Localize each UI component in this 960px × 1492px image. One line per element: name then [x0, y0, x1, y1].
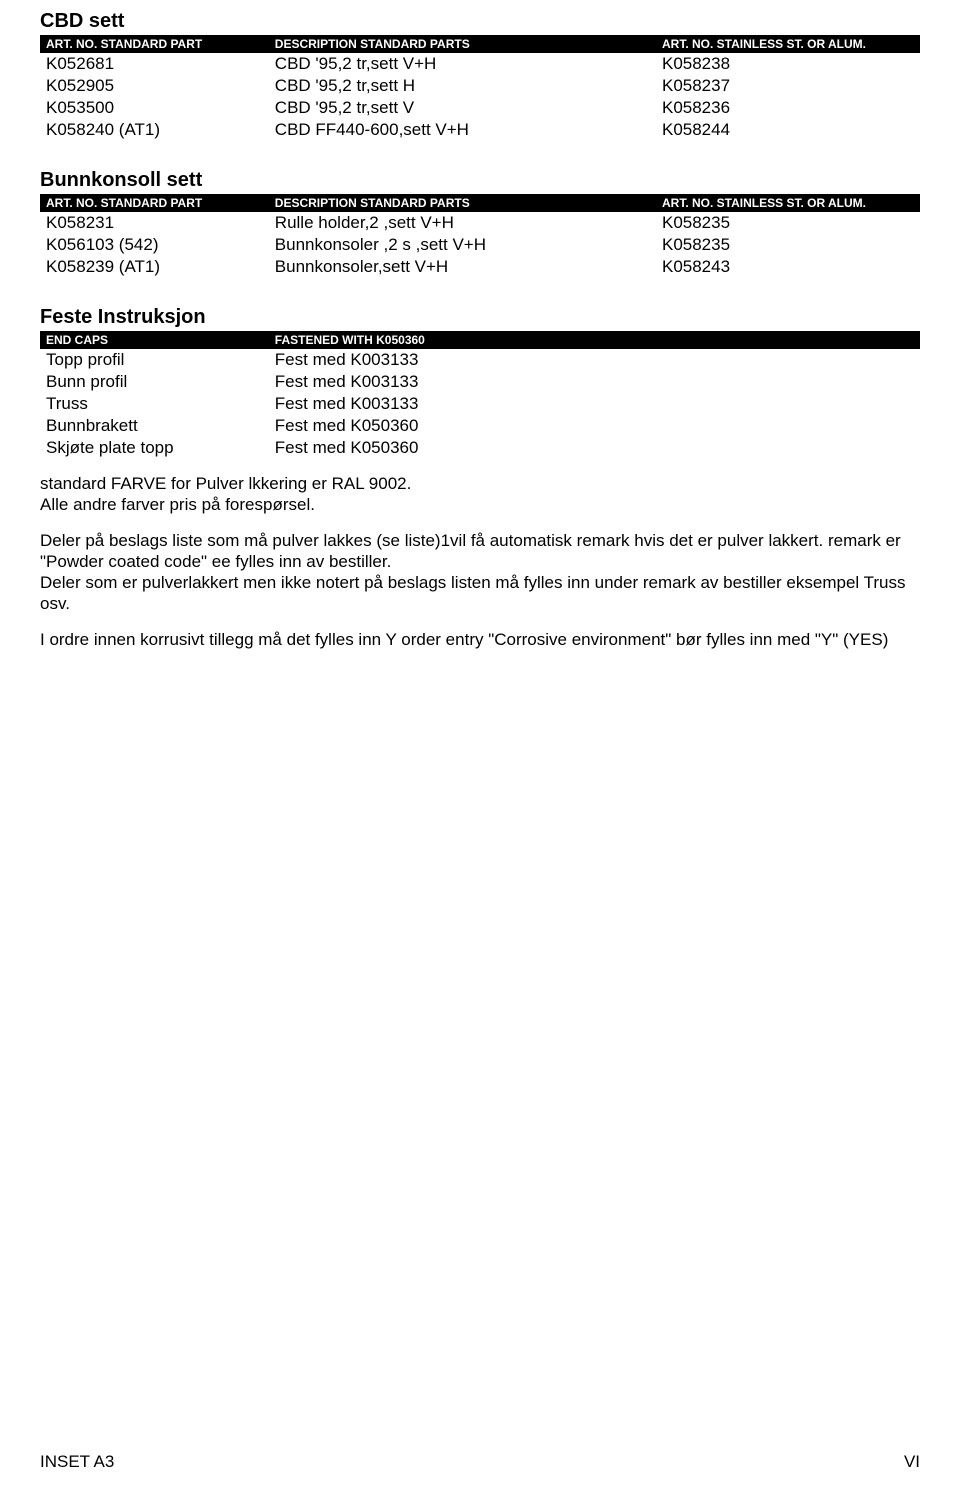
- cell: Bunnkonsoler ,2 s ,sett V+H: [269, 234, 656, 256]
- table-row: Bunnbrakett Fest med K050360: [40, 415, 920, 437]
- paragraph: standard FARVE for Pulver lkkering er RA…: [40, 473, 920, 494]
- cell: K058231: [40, 212, 269, 234]
- section-title-bunn: Bunnkonsoll sett: [40, 169, 920, 192]
- table-row: K056103 (542) Bunnkonsoler ,2 s ,sett V+…: [40, 234, 920, 256]
- table-row: Skjøte plate topp Fest med K050360: [40, 437, 920, 459]
- bunn-table: ART. NO. STANDARD PART DESCRIPTION STAND…: [40, 194, 920, 278]
- table-row: Topp profil Fest med K003133: [40, 349, 920, 371]
- paragraph: Deler på beslags liste som må pulver lak…: [40, 530, 920, 573]
- col-header: DESCRIPTION STANDARD PARTS: [269, 35, 656, 53]
- cell: Rulle holder,2 ,sett V+H: [269, 212, 656, 234]
- cell: Fest med K003133: [269, 349, 920, 371]
- cell: Skjøte plate topp: [40, 437, 269, 459]
- cell: K058236: [656, 97, 920, 119]
- page-footer: INSET A3 VI: [40, 1452, 920, 1472]
- col-header: ART. NO. STANDARD PART: [40, 35, 269, 53]
- cell: K053500: [40, 97, 269, 119]
- table-row: Truss Fest med K003133: [40, 393, 920, 415]
- feste-table: END CAPS FASTENED WITH K050360 Topp prof…: [40, 331, 920, 459]
- section-title-cbd: CBD sett: [40, 10, 920, 33]
- cbd-table: ART. NO. STANDARD PART DESCRIPTION STAND…: [40, 35, 920, 141]
- footer-left: INSET A3: [40, 1452, 114, 1472]
- table-header-row: END CAPS FASTENED WITH K050360: [40, 331, 920, 349]
- cell: Fest med K003133: [269, 371, 920, 393]
- cell: Topp profil: [40, 349, 269, 371]
- section-title-feste: Feste Instruksjon: [40, 306, 920, 329]
- cell: K058244: [656, 119, 920, 141]
- col-header: ART. NO. STANDARD PART: [40, 194, 269, 212]
- cell: K056103 (542): [40, 234, 269, 256]
- cell: Truss: [40, 393, 269, 415]
- table-row: K058231 Rulle holder,2 ,sett V+H K058235: [40, 212, 920, 234]
- table-row: K052905 CBD '95,2 tr,sett H K058237: [40, 75, 920, 97]
- cell: K058235: [656, 234, 920, 256]
- table-header-row: ART. NO. STANDARD PART DESCRIPTION STAND…: [40, 35, 920, 53]
- paragraph: Deler som er pulverlakkert men ikke note…: [40, 572, 920, 615]
- cell: Bunn profil: [40, 371, 269, 393]
- col-header: ART. NO. STAINLESS ST. OR ALUM.: [656, 194, 920, 212]
- table-row: K052681 CBD '95,2 tr,sett V+H K058238: [40, 53, 920, 75]
- cell: CBD FF440-600,sett V+H: [269, 119, 656, 141]
- table-row: Bunn profil Fest med K003133: [40, 371, 920, 393]
- cell: K058240 (AT1): [40, 119, 269, 141]
- cell: Bunnkonsoler,sett V+H: [269, 256, 656, 278]
- col-header: FASTENED WITH K050360: [269, 331, 920, 349]
- table-row: K058240 (AT1) CBD FF440-600,sett V+H K05…: [40, 119, 920, 141]
- cell: K058243: [656, 256, 920, 278]
- col-header: ART. NO. STAINLESS ST. OR ALUM.: [656, 35, 920, 53]
- table-header-row: ART. NO. STANDARD PART DESCRIPTION STAND…: [40, 194, 920, 212]
- cell: K052905: [40, 75, 269, 97]
- cell: Fest med K050360: [269, 437, 920, 459]
- cell: CBD '95,2 tr,sett H: [269, 75, 656, 97]
- cell: Bunnbrakett: [40, 415, 269, 437]
- cell: K058238: [656, 53, 920, 75]
- cell: K058239 (AT1): [40, 256, 269, 278]
- cell: K058237: [656, 75, 920, 97]
- cell: CBD '95,2 tr,sett V+H: [269, 53, 656, 75]
- cell: CBD '95,2 tr,sett V: [269, 97, 656, 119]
- table-row: K053500 CBD '95,2 tr,sett V K058236: [40, 97, 920, 119]
- cell: Fest med K050360: [269, 415, 920, 437]
- paragraph: I ordre innen korrusivt tillegg må det f…: [40, 629, 920, 650]
- paragraph: Alle andre farver pris på forespørsel.: [40, 494, 920, 515]
- col-header: END CAPS: [40, 331, 269, 349]
- cell: K058235: [656, 212, 920, 234]
- col-header: DESCRIPTION STANDARD PARTS: [269, 194, 656, 212]
- cell: Fest med K003133: [269, 393, 920, 415]
- table-row: K058239 (AT1) Bunnkonsoler,sett V+H K058…: [40, 256, 920, 278]
- cell: K052681: [40, 53, 269, 75]
- footer-right: VI: [904, 1452, 920, 1472]
